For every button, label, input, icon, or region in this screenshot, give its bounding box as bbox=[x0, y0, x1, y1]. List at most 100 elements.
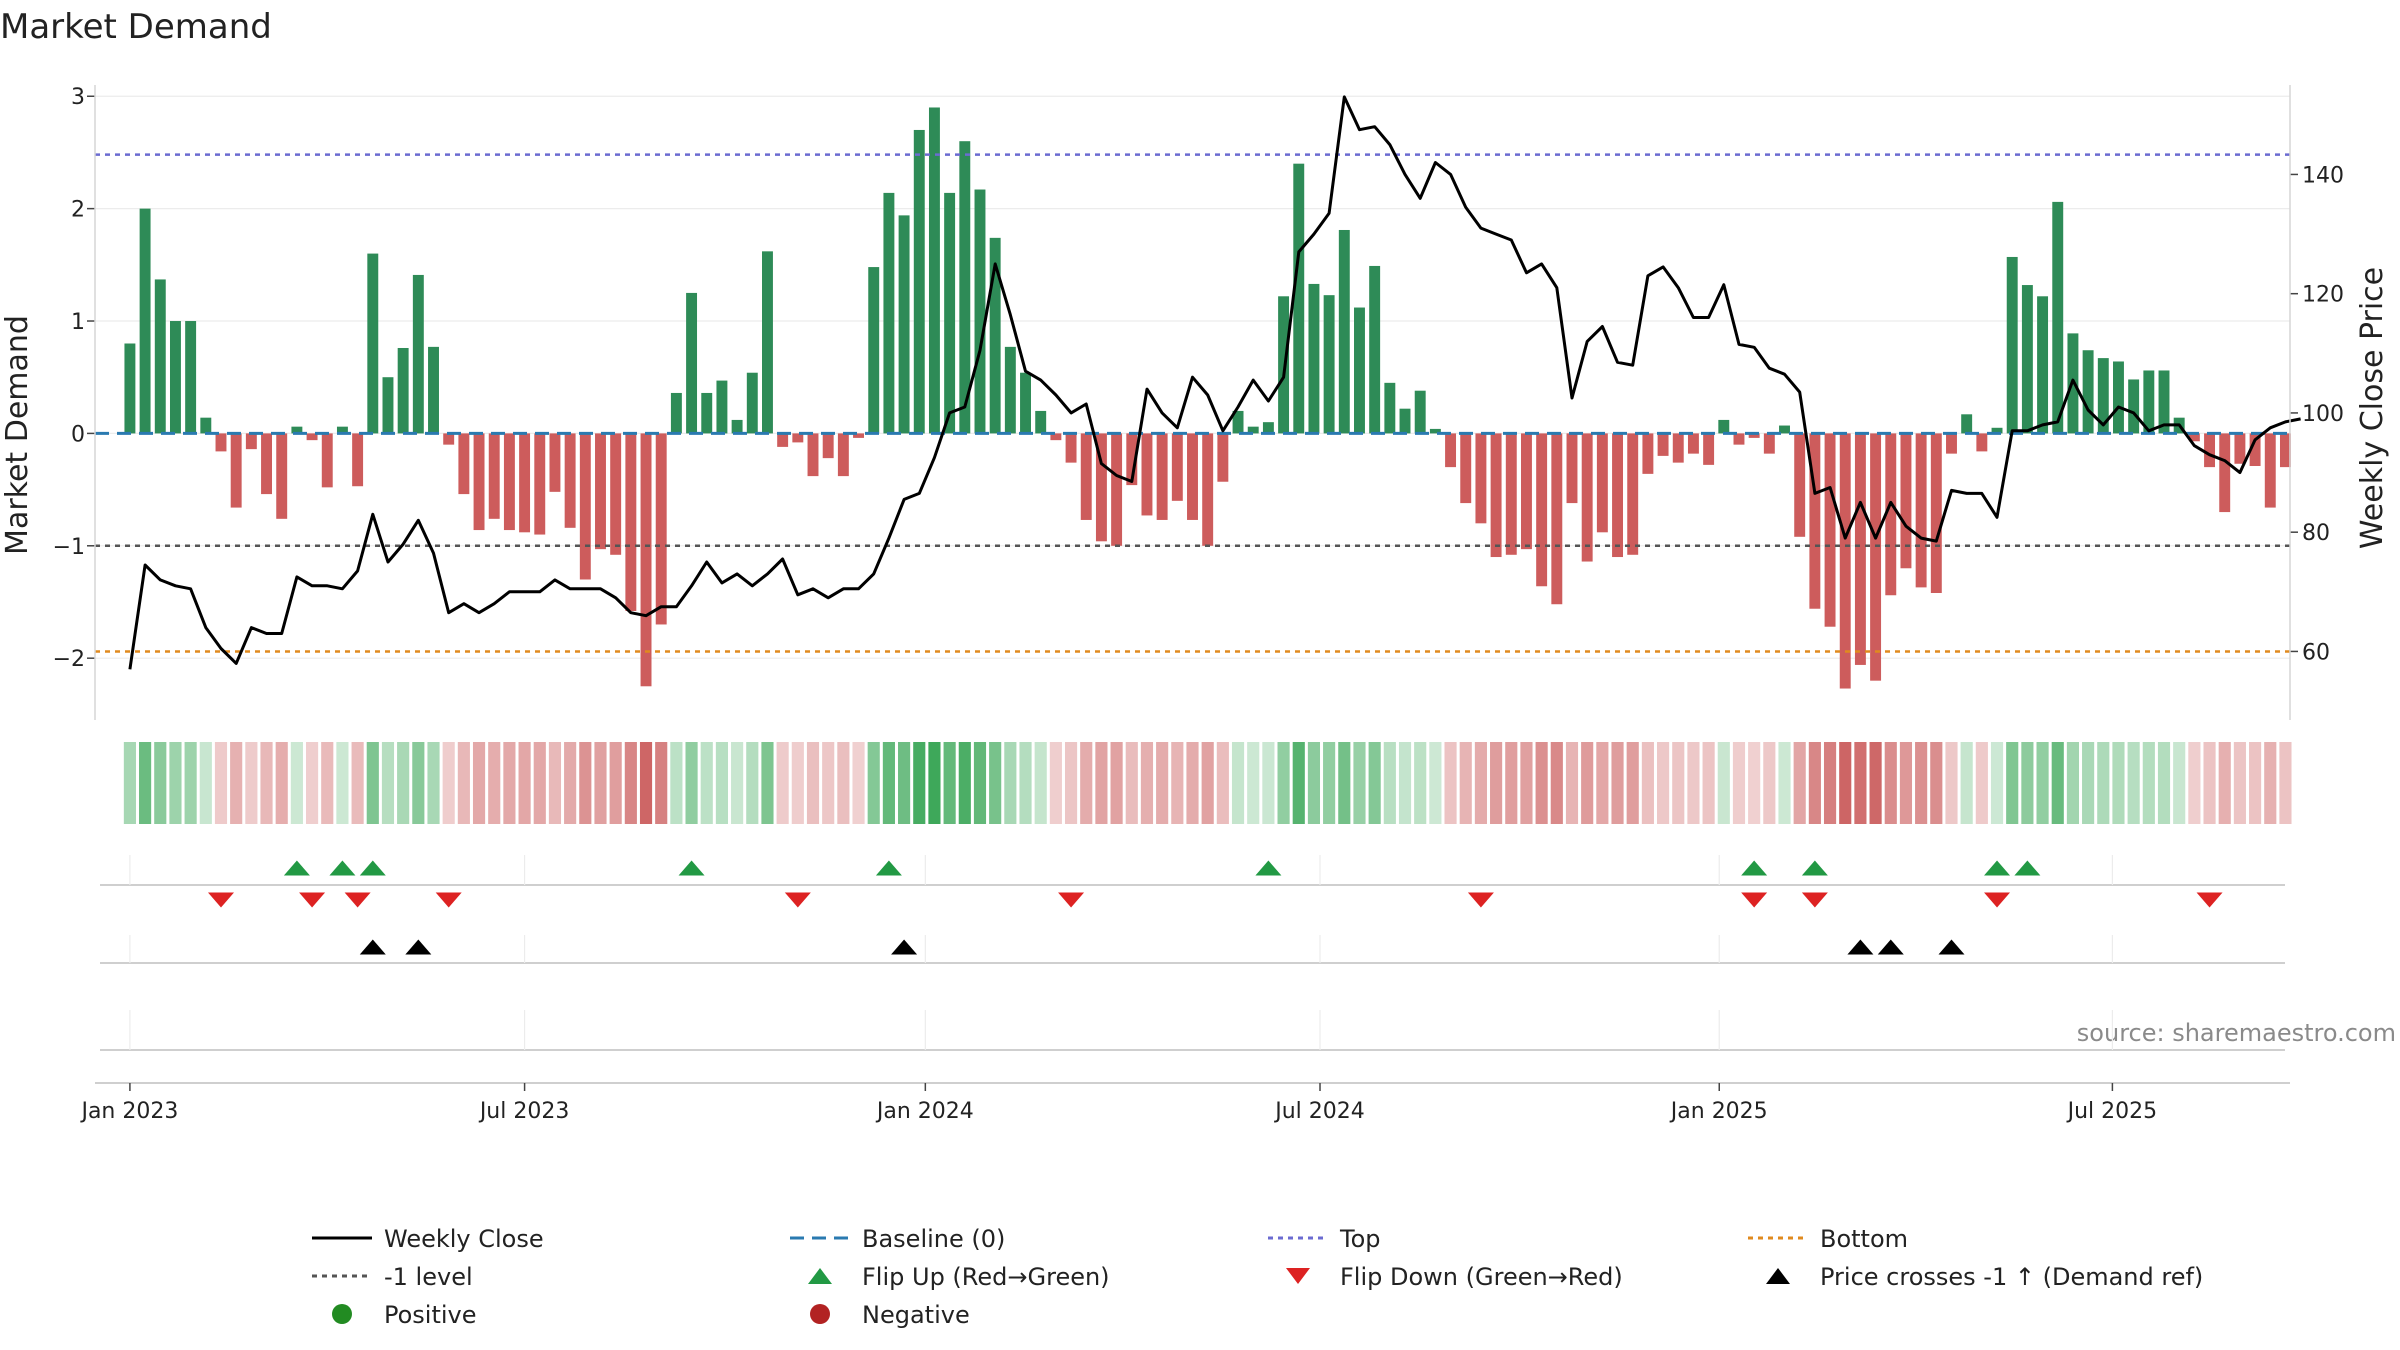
demand-bar bbox=[1308, 283, 1320, 434]
shade-cell bbox=[275, 742, 288, 824]
shade-cell bbox=[1262, 742, 1275, 824]
shade-cell bbox=[624, 742, 637, 824]
demand-bar bbox=[716, 380, 728, 434]
legend-label-top: Top bbox=[1339, 1225, 1381, 1253]
demand-bar bbox=[928, 107, 940, 434]
demand-bar bbox=[1961, 414, 1973, 434]
legend-swatch-flip_down bbox=[1286, 1268, 1310, 1284]
demand-bar bbox=[2037, 296, 2049, 434]
shade-cell bbox=[2173, 742, 2186, 824]
demand-bar bbox=[2264, 433, 2276, 508]
shade-cell bbox=[1231, 742, 1245, 824]
demand-bar bbox=[746, 372, 758, 434]
shade-cell bbox=[2066, 742, 2080, 824]
y-axis-left-title: Market Demand bbox=[0, 315, 35, 555]
flip-down-marker bbox=[1741, 892, 1768, 908]
flip-down-marker bbox=[2196, 892, 2223, 908]
shade-cell bbox=[822, 742, 835, 824]
shade-cell bbox=[548, 742, 562, 824]
shade-cell bbox=[2249, 742, 2262, 824]
shade-cell bbox=[1398, 742, 1412, 824]
shade-cell bbox=[913, 742, 926, 824]
demand-bar bbox=[686, 292, 698, 434]
demand-bar bbox=[792, 433, 804, 443]
demand-bar bbox=[1976, 433, 1988, 452]
reference-lines bbox=[95, 153, 2290, 653]
shade-cell bbox=[1581, 742, 1594, 824]
legend-swatch-flip_up bbox=[808, 1268, 832, 1284]
shade-cell bbox=[412, 742, 425, 824]
shade-cell bbox=[1049, 742, 1062, 824]
shade-cell bbox=[1930, 742, 1943, 824]
shade-cell bbox=[1064, 742, 1078, 824]
price-cross-marker bbox=[1877, 939, 1904, 955]
shade-cell bbox=[305, 742, 319, 824]
demand-bar bbox=[124, 343, 136, 434]
flip-down-marker bbox=[1801, 892, 1828, 908]
shade-cell bbox=[245, 742, 258, 824]
demand-bar bbox=[2082, 350, 2094, 434]
demand-bar bbox=[579, 433, 591, 580]
demand-bar bbox=[2113, 361, 2124, 434]
flip-up-marker bbox=[359, 860, 386, 876]
shade-cell bbox=[1702, 742, 1715, 824]
shade-cell bbox=[2142, 742, 2155, 824]
demand-bar bbox=[1930, 433, 1942, 593]
shade-cell bbox=[123, 742, 136, 824]
demand-bar bbox=[1004, 346, 1016, 434]
demand-bar bbox=[367, 253, 379, 434]
shade-cell bbox=[1444, 742, 1457, 824]
demand-bar bbox=[291, 426, 303, 434]
demand-bar bbox=[1703, 433, 1715, 465]
y-left-tick-label: −2 bbox=[53, 647, 85, 672]
price-cross-marker bbox=[1938, 939, 1965, 955]
x-tick-label: Jul 2024 bbox=[1273, 1099, 1365, 1124]
demand-bar bbox=[1475, 433, 1487, 524]
shade-cell bbox=[154, 742, 167, 824]
demand-bar bbox=[898, 215, 910, 434]
shade-cell bbox=[1156, 742, 1169, 824]
demand-bar bbox=[959, 141, 971, 434]
shade-cell bbox=[791, 742, 804, 824]
shade-cell bbox=[1778, 742, 1791, 824]
demand-bar bbox=[139, 208, 151, 434]
demand-bar bbox=[549, 433, 561, 492]
shade-cell bbox=[472, 742, 486, 824]
legend-swatch-cross bbox=[1766, 1268, 1790, 1284]
demand-bar bbox=[1581, 433, 1593, 562]
demand-bar bbox=[473, 433, 485, 531]
shade-cell bbox=[1717, 742, 1730, 824]
y-left-tick-label: 0 bbox=[71, 422, 85, 447]
shade-cell bbox=[184, 742, 197, 824]
y-right-tick-label: 120 bbox=[2302, 283, 2344, 308]
demand-bar bbox=[853, 433, 865, 438]
demand-bar bbox=[458, 433, 470, 495]
demand-bar bbox=[245, 433, 257, 450]
shade-cell bbox=[989, 742, 1002, 824]
demand-bar bbox=[1794, 433, 1806, 537]
demand-bar bbox=[200, 417, 212, 434]
x-tick-label: Jan 2024 bbox=[875, 1099, 974, 1124]
demand-bar bbox=[625, 433, 637, 611]
flip-down-marker bbox=[344, 892, 371, 908]
shade-cell bbox=[2036, 742, 2049, 824]
demand-bar bbox=[701, 392, 713, 434]
shade-cell bbox=[1353, 742, 1366, 824]
shade-cell bbox=[488, 742, 501, 824]
shade-cell bbox=[1323, 742, 1336, 824]
shade-cell bbox=[1884, 742, 1897, 824]
shade-cell bbox=[973, 742, 987, 824]
shade-cell bbox=[1140, 742, 1154, 824]
shade-cell bbox=[381, 742, 395, 824]
demand-bar bbox=[655, 433, 667, 625]
chart-title: Market Demand bbox=[0, 7, 272, 47]
demand-bar bbox=[1278, 296, 1290, 434]
demand-bar bbox=[1293, 163, 1305, 434]
x-tick-label: Jan 2025 bbox=[1669, 1099, 1768, 1124]
demand-bar bbox=[610, 433, 622, 555]
demand-bar bbox=[1369, 265, 1381, 434]
demand-bar bbox=[1642, 433, 1654, 474]
legend-triangle bbox=[1766, 1268, 1790, 1284]
demand-bar bbox=[1915, 433, 1927, 588]
demand-bar bbox=[1384, 382, 1396, 434]
